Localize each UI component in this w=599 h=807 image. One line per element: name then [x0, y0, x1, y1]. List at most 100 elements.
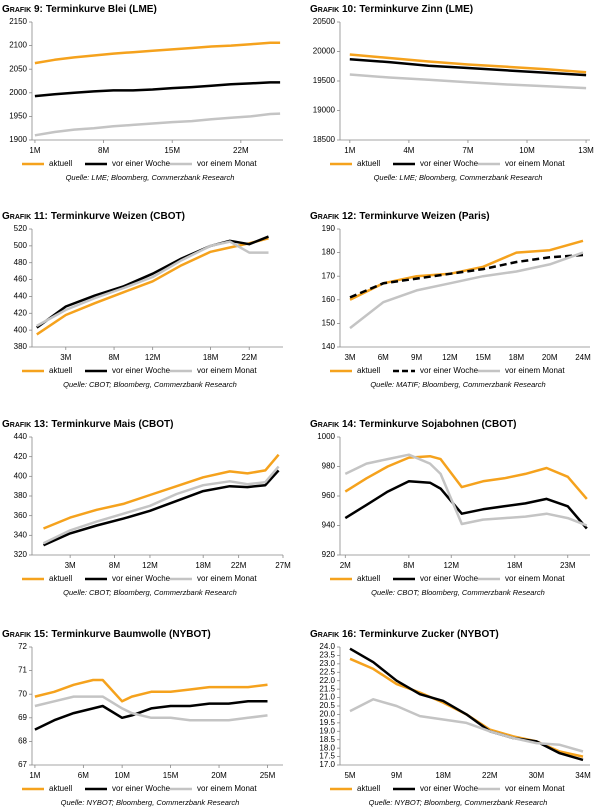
x-tick-label: 30M: [529, 771, 545, 780]
y-tick-label: 380: [14, 342, 28, 351]
y-tick-label: 180: [322, 248, 336, 257]
chart-title-text: Terminkurve Weizen (CBOT): [51, 211, 185, 222]
legend-label: vor einem Monat: [197, 366, 257, 375]
y-tick-label: 18500: [313, 135, 336, 144]
series-line: [34, 112, 281, 137]
series-line: [344, 480, 588, 530]
y-tick-label: 67: [18, 760, 27, 769]
y-tick-label: 160: [322, 295, 336, 304]
series-line: [43, 453, 280, 530]
x-tick-label: 25M: [260, 771, 276, 780]
x-tick-label: 22M: [233, 146, 249, 155]
x-tick-label: 23M: [560, 561, 576, 570]
legend-label: aktuell: [357, 574, 380, 583]
chart-title: Grafik 11: Terminkurve Weizen (CBOT): [2, 211, 185, 222]
chart-title: Grafik 12: Terminkurve Weizen (Paris): [310, 211, 490, 222]
series-line: [42, 469, 280, 547]
series-line: [349, 657, 584, 758]
y-tick-label: 2150: [9, 17, 27, 26]
legend-label: vor einem Monat: [505, 574, 565, 583]
y-tick-label: 2050: [9, 64, 27, 73]
x-tick-label: 3M: [60, 353, 71, 362]
x-tick-label: 8M: [403, 561, 414, 570]
x-tick-label: 27M: [275, 561, 291, 570]
x-tick-label: 22M: [231, 561, 247, 570]
x-tick-label: 1M: [29, 771, 40, 780]
x-tick-label: 18M: [507, 561, 523, 570]
series-line: [349, 251, 584, 330]
x-tick-label: 12M: [443, 561, 459, 570]
source-note: Quelle: NYBOT; Bloomberg, Commerzbank Re…: [369, 798, 548, 807]
legend-label: aktuell: [357, 159, 380, 168]
y-tick-label: 20.0: [319, 710, 335, 719]
y-tick-label: 24.0: [319, 642, 335, 651]
x-tick-label: 15M: [164, 146, 180, 155]
y-tick-label: 500: [14, 241, 28, 250]
series-line: [36, 237, 269, 336]
y-tick-label: 18.0: [319, 743, 335, 752]
legend-label: vor einem Monat: [505, 784, 565, 793]
chart-panel: Grafik 9: Terminkurve Blei (LME) 1900 1950 2…: [2, 4, 283, 182]
y-tick-label: 400: [14, 471, 28, 480]
x-tick-label: 12M: [145, 353, 161, 362]
y-tick-label: 480: [14, 258, 28, 267]
legend-label: vor einer Woche: [112, 784, 171, 793]
x-tick-label: 12M: [442, 353, 458, 362]
y-tick-label: 71: [18, 666, 27, 675]
source-note: Quelle: MATIF; Bloomberg, Commerzbank Re…: [370, 380, 545, 389]
x-tick-label: 15M: [163, 771, 179, 780]
legend-label: aktuell: [49, 574, 72, 583]
chart-number: Grafik 12:: [310, 211, 356, 222]
series-line: [349, 698, 584, 753]
source-note: Quelle: NYBOT; Bloomberg, Commerzbank Re…: [61, 798, 240, 807]
x-tick-label: 18M: [509, 353, 525, 362]
y-tick-label: 23.5: [319, 651, 335, 660]
series-line: [349, 57, 587, 77]
legend-label: vor einer Woche: [420, 784, 479, 793]
x-tick-label: 3M: [344, 353, 355, 362]
y-tick-label: 19.0: [319, 726, 335, 735]
legend-label: vor einem Monat: [197, 574, 257, 583]
y-tick-label: 440: [14, 432, 28, 441]
chart-title: Grafik 14: Terminkurve Sojabohnen (CBOT): [310, 419, 516, 430]
source-note: Quelle: CBOT; Bloomberg, Commerzbank Res…: [371, 588, 545, 597]
y-tick-label: 19000: [313, 106, 336, 115]
x-tick-label: 15M: [475, 353, 491, 362]
chart-title-text: Terminkurve Sojabohnen (CBOT): [359, 419, 516, 430]
x-tick-label: 18M: [435, 771, 451, 780]
y-tick-label: 21.0: [319, 693, 335, 702]
x-tick-label: 18M: [203, 353, 219, 362]
chart-title-text: Terminkurve Zucker (NYBOT): [359, 629, 498, 640]
chart-panel: Grafik 12: Terminkurve Weizen (Paris) 140 1…: [310, 211, 591, 389]
legend-label: vor einer Woche: [112, 574, 171, 583]
legend-label: aktuell: [49, 159, 72, 168]
series-line: [34, 695, 268, 722]
y-tick-label: 420: [14, 452, 28, 461]
y-tick-label: 1000: [317, 432, 335, 441]
x-tick-label: 2M: [340, 561, 351, 570]
y-tick-label: 17.0: [319, 760, 335, 769]
legend-label: vor einem Monat: [505, 159, 565, 168]
y-tick-label: 380: [14, 491, 28, 500]
chart-number: Grafik 9:: [2, 4, 43, 15]
series-line: [36, 240, 269, 327]
legend-label: aktuell: [357, 784, 380, 793]
series-line: [349, 53, 587, 74]
chart-number: Grafik 14:: [310, 419, 356, 430]
y-tick-label: 19500: [313, 76, 336, 85]
chart-panel: Grafik 10: Terminkurve Zinn (LME) 18500 190…: [310, 4, 594, 182]
y-tick-label: 940: [322, 521, 336, 530]
series-line: [349, 239, 584, 301]
x-tick-label: 12M: [142, 561, 158, 570]
y-tick-label: 980: [322, 462, 336, 471]
chart-title-text: Terminkurve Zinn (LME): [359, 4, 473, 15]
x-tick-label: 8M: [109, 561, 120, 570]
x-tick-label: 20M: [211, 771, 227, 780]
legend-label: vor einem Monat: [505, 366, 565, 375]
series-line: [34, 678, 268, 703]
series-line: [34, 700, 268, 731]
chart-title: Grafik 15: Terminkurve Baumwolle (NYBOT): [2, 629, 211, 640]
x-tick-label: 6M: [378, 353, 389, 362]
chart-number: Grafik 10:: [310, 4, 356, 15]
